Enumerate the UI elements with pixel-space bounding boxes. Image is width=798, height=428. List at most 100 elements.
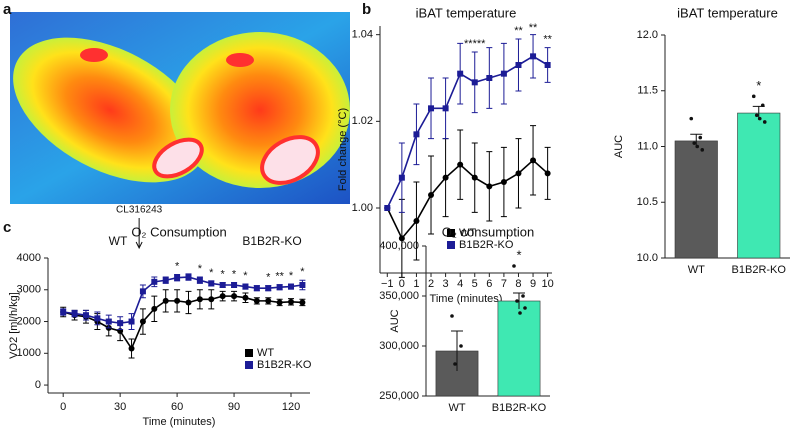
error-bar <box>513 292 525 309</box>
data-point <box>253 297 260 304</box>
data-point <box>530 53 537 60</box>
data-point <box>760 103 765 108</box>
bar <box>737 112 781 259</box>
data-point <box>265 297 272 304</box>
image-label: WT <box>109 234 128 248</box>
x-tick-label: 3 <box>443 278 449 290</box>
data-point <box>71 310 78 317</box>
x-tick-label: 120 <box>282 401 300 413</box>
chart-title: O₂ consumption <box>442 224 534 239</box>
data-point <box>689 116 694 121</box>
data-point <box>231 293 238 300</box>
data-point <box>208 280 215 287</box>
y-axis-label: VO2 [ml/h/kg] <box>8 292 20 359</box>
y-tick-label: 1.04 <box>352 29 373 41</box>
y-tick-label: 10.0 <box>637 252 658 264</box>
data-point <box>450 314 454 318</box>
data-point <box>128 318 135 325</box>
annotation: * <box>516 247 521 262</box>
annotation: ** <box>543 34 552 46</box>
y-tick-label: 1.02 <box>352 115 373 127</box>
data-point <box>428 105 435 112</box>
legend-swatch <box>245 361 253 369</box>
data-point <box>265 285 272 292</box>
data-point <box>276 284 283 291</box>
x-tick-label: 4 <box>457 278 463 290</box>
data-point <box>253 285 260 292</box>
legend-label: WT <box>257 347 274 359</box>
data-point <box>94 315 101 322</box>
data-point <box>162 297 169 304</box>
data-point <box>174 274 181 281</box>
data-point <box>515 299 519 303</box>
data-point <box>299 299 306 306</box>
data-point <box>139 288 146 295</box>
data-point <box>486 75 493 81</box>
y-tick-label: 3000 <box>17 284 41 296</box>
annotation: ***** <box>464 38 486 50</box>
annotation: CL316243 <box>116 205 163 216</box>
x-tick-label: 8 <box>515 278 521 290</box>
x-tick-label: 9 <box>530 278 536 290</box>
data-point <box>139 318 146 325</box>
x-tick-label: 5 <box>472 278 478 290</box>
x-tick-label: 10 <box>542 278 554 290</box>
x-tick-label: 0 <box>399 278 405 290</box>
thermal-image <box>10 12 350 204</box>
legend-swatch <box>447 241 455 249</box>
annotation: ** <box>275 271 284 283</box>
data-point <box>757 116 762 121</box>
data-point <box>530 157 537 164</box>
data-point <box>442 105 449 112</box>
x-tick-label: 90 <box>228 401 240 413</box>
x-tick-label: 60 <box>171 401 183 413</box>
data-point <box>242 294 249 301</box>
data-point <box>398 235 405 242</box>
y-tick-label: 10.5 <box>637 196 658 208</box>
data-point <box>60 309 67 315</box>
data-point <box>288 283 295 290</box>
y-tick-label: 1.00 <box>352 202 373 214</box>
annotation-arrow <box>135 218 143 250</box>
data-point <box>413 218 420 224</box>
data-point <box>695 144 700 149</box>
annotation: * <box>756 78 761 93</box>
data-point <box>544 62 551 68</box>
ear-spot <box>80 48 108 62</box>
data-point <box>413 131 420 138</box>
error-bar <box>451 330 463 371</box>
hot-spot <box>260 135 320 185</box>
data-point <box>500 179 507 185</box>
data-point <box>162 277 169 284</box>
annotation: ** <box>529 22 538 34</box>
x-tick-label: −1 <box>381 278 394 290</box>
data-point <box>185 274 192 281</box>
data-point <box>457 70 464 77</box>
x-tick-label: WT <box>448 402 465 414</box>
data-point <box>128 345 135 352</box>
y-axis-label: AUC <box>389 309 401 332</box>
y-tick-label: 250,000 <box>379 390 419 402</box>
data-point <box>762 120 767 124</box>
data-point <box>208 296 215 303</box>
legend-label: B1B2R-KO <box>459 239 514 251</box>
data-point <box>276 299 283 306</box>
annotation: * <box>175 260 180 272</box>
data-point <box>515 62 522 68</box>
series-line <box>386 159 549 240</box>
x-axis-label: Time (minutes) <box>143 416 216 428</box>
annotation: ** <box>514 25 523 37</box>
x-tick-label: WT <box>688 264 705 276</box>
panel-label: b <box>362 1 371 18</box>
data-point <box>512 264 516 268</box>
data-point <box>174 297 181 304</box>
legend-label: WT <box>459 227 476 239</box>
x-tick-label: B1B2R-KO <box>732 264 787 276</box>
panel-label: a <box>3 1 12 18</box>
data-point <box>242 283 249 290</box>
data-point <box>219 282 226 288</box>
data-point <box>185 299 192 306</box>
data-point <box>500 70 507 77</box>
y-tick-label: 2000 <box>17 315 41 327</box>
